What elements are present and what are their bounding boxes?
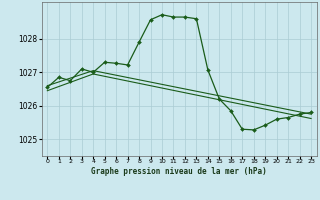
X-axis label: Graphe pression niveau de la mer (hPa): Graphe pression niveau de la mer (hPa) (91, 167, 267, 176)
